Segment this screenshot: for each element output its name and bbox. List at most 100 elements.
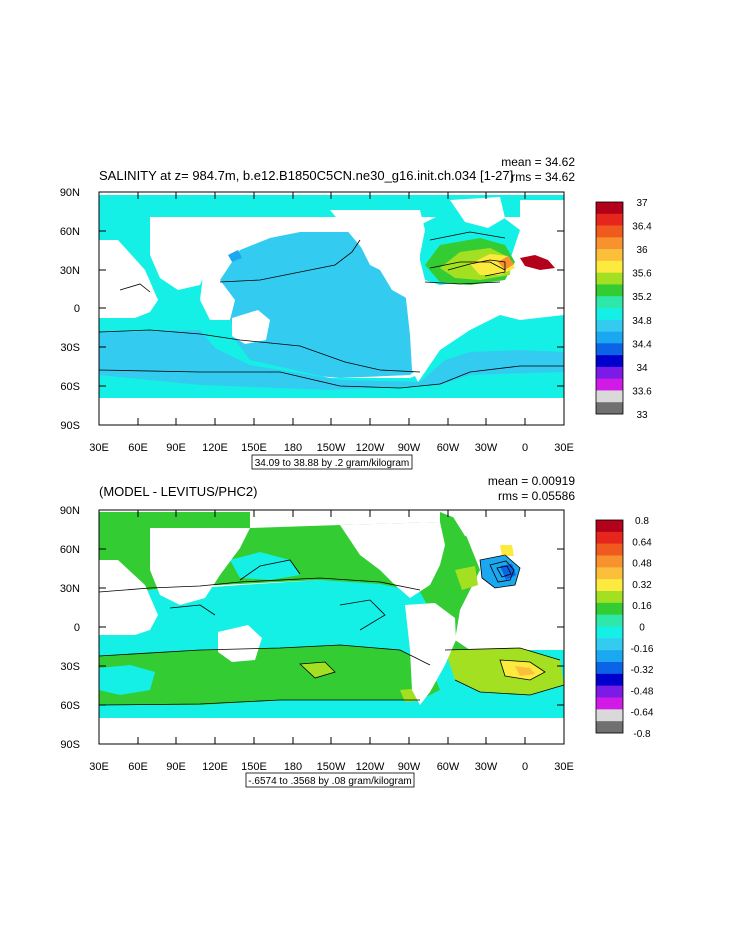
colorbar-swatch (596, 721, 623, 734)
colorbar-swatch (596, 520, 623, 533)
colorbar-swatch (596, 272, 623, 285)
lon-label: 90E (166, 761, 186, 773)
colorbar-label: 36 (636, 245, 648, 256)
colorbar: 37 36.4 36 35.6 35.2 34.8 34.4 34 33.6 33 (595, 198, 652, 421)
colorbar-label: -0.8 (633, 729, 651, 740)
lon-label: 120W (356, 761, 385, 773)
colorbar-swatch (596, 662, 623, 675)
lon-label: 120E (202, 761, 228, 773)
ocean-region (300, 662, 335, 678)
ocean-region (520, 255, 555, 270)
lat-label: 30N (60, 583, 80, 595)
lon-label: 90E (166, 442, 186, 454)
ocean-region (99, 645, 440, 705)
colorbar-swatch (596, 237, 623, 250)
contour-lines (98, 554, 565, 706)
lat-ticks (99, 509, 564, 745)
land-north-america (340, 522, 445, 598)
land-arctic (250, 510, 440, 528)
lon-label: 30W (475, 761, 498, 773)
lon-label: 30E (89, 761, 109, 773)
panel-title: SALINITY at z= 984.7m, b.e12.B1850C5CN.n… (99, 168, 513, 183)
lon-label: 150E (241, 442, 267, 454)
panel-title: (MODEL - LEVITUS/PHC2) (99, 484, 257, 499)
lon-label: 60E (128, 442, 148, 454)
ocean-region (515, 666, 535, 676)
colorbar-label: 37 (636, 198, 648, 209)
panel-difference: (MODEL - LEVITUS/PHC2) mean = 0.00919 rm… (60, 474, 654, 788)
colorbar-swatch (596, 308, 623, 321)
colorbar-swatch (596, 331, 623, 344)
colorbar-label: 35.2 (632, 292, 652, 303)
colorbar-label: 34.8 (632, 316, 652, 327)
land-europe (520, 512, 564, 575)
land-south-america (405, 603, 456, 705)
map-plot (98, 191, 565, 426)
colorbar-label: 36.4 (632, 222, 652, 233)
lon-label: 30E (554, 761, 574, 773)
lon-label: 180 (284, 442, 302, 454)
colorbar-label: -0.16 (631, 644, 654, 655)
lon-label: 120E (202, 442, 228, 454)
colorbar-swatch (596, 249, 623, 262)
lon-label: 150W (317, 761, 346, 773)
land-europe (520, 200, 564, 255)
land-australia (232, 310, 270, 344)
colorbar-swatch (596, 296, 623, 309)
colorbar-swatch (596, 591, 623, 604)
colorbar-swatch (596, 402, 623, 415)
colorbar-swatch (596, 567, 623, 580)
colorbar-label: 34.4 (632, 339, 652, 350)
ocean-region (99, 665, 155, 695)
lon-label: 150E (241, 761, 267, 773)
lat-ticks (99, 191, 564, 426)
colorbar-swatch (596, 673, 623, 686)
colorbar-swatch (596, 319, 623, 332)
colorbar-frame (595, 519, 624, 734)
lon-label: 30W (475, 442, 498, 454)
colorbar: 0.8 0.64 0.48 0.32 0.16 0 -0.16 -0.32 -0.48 -0.64… (595, 516, 654, 740)
colorbar-label: 0.16 (632, 601, 652, 612)
ocean-region (455, 566, 478, 590)
stat-rms: rms = 0.05586 (498, 489, 575, 503)
stat-mean: mean = 0.00919 (488, 474, 575, 488)
colorbar-swatch (596, 343, 623, 356)
contour-info: -.6574 to .3568 by .08 gram/kilogram (248, 776, 411, 787)
lat-label: 60S (60, 700, 80, 712)
lon-label: 60E (128, 761, 148, 773)
lat-label: 30S (60, 342, 80, 354)
colorbar-swatch (596, 355, 623, 368)
colorbar-swatch (596, 202, 623, 215)
map-plot (98, 509, 565, 745)
colorbar-swatch (596, 626, 623, 639)
colorbar-swatch (596, 709, 623, 722)
ocean-region (290, 336, 425, 375)
colorbar-swatch (596, 650, 623, 663)
lat-label: 0 (74, 622, 80, 634)
ocean-region (498, 256, 514, 270)
lon-label: 60W (437, 761, 460, 773)
contour-info-box (245, 772, 415, 788)
land-africa (99, 560, 158, 635)
colorbar-frame (595, 201, 624, 415)
lat-label: 30S (60, 661, 80, 673)
lon-labels: 30E 60E 90E 120E 150E 180 150W 120W 90W … (89, 442, 574, 454)
colorbar-label: 0 (639, 623, 645, 634)
colorbar-swatch (596, 284, 623, 297)
stat-rms: rms = 34.62 (511, 170, 575, 184)
lat-label: 60S (60, 381, 80, 393)
lon-label: 30E (554, 442, 574, 454)
lon-label: 90W (398, 442, 421, 454)
lon-label: 0 (522, 442, 528, 454)
stat-mean: mean = 34.62 (501, 155, 575, 169)
land-greenland (450, 510, 505, 542)
colorbar-label: -0.48 (631, 686, 654, 697)
lat-label: 90N (60, 187, 80, 199)
colorbar-swatch (596, 260, 623, 273)
lon-label: 0 (522, 761, 528, 773)
land-africa (99, 240, 158, 318)
colorbar-swatch (596, 543, 623, 556)
colorbar-swatch (596, 685, 623, 698)
lat-label: 60N (60, 226, 80, 238)
